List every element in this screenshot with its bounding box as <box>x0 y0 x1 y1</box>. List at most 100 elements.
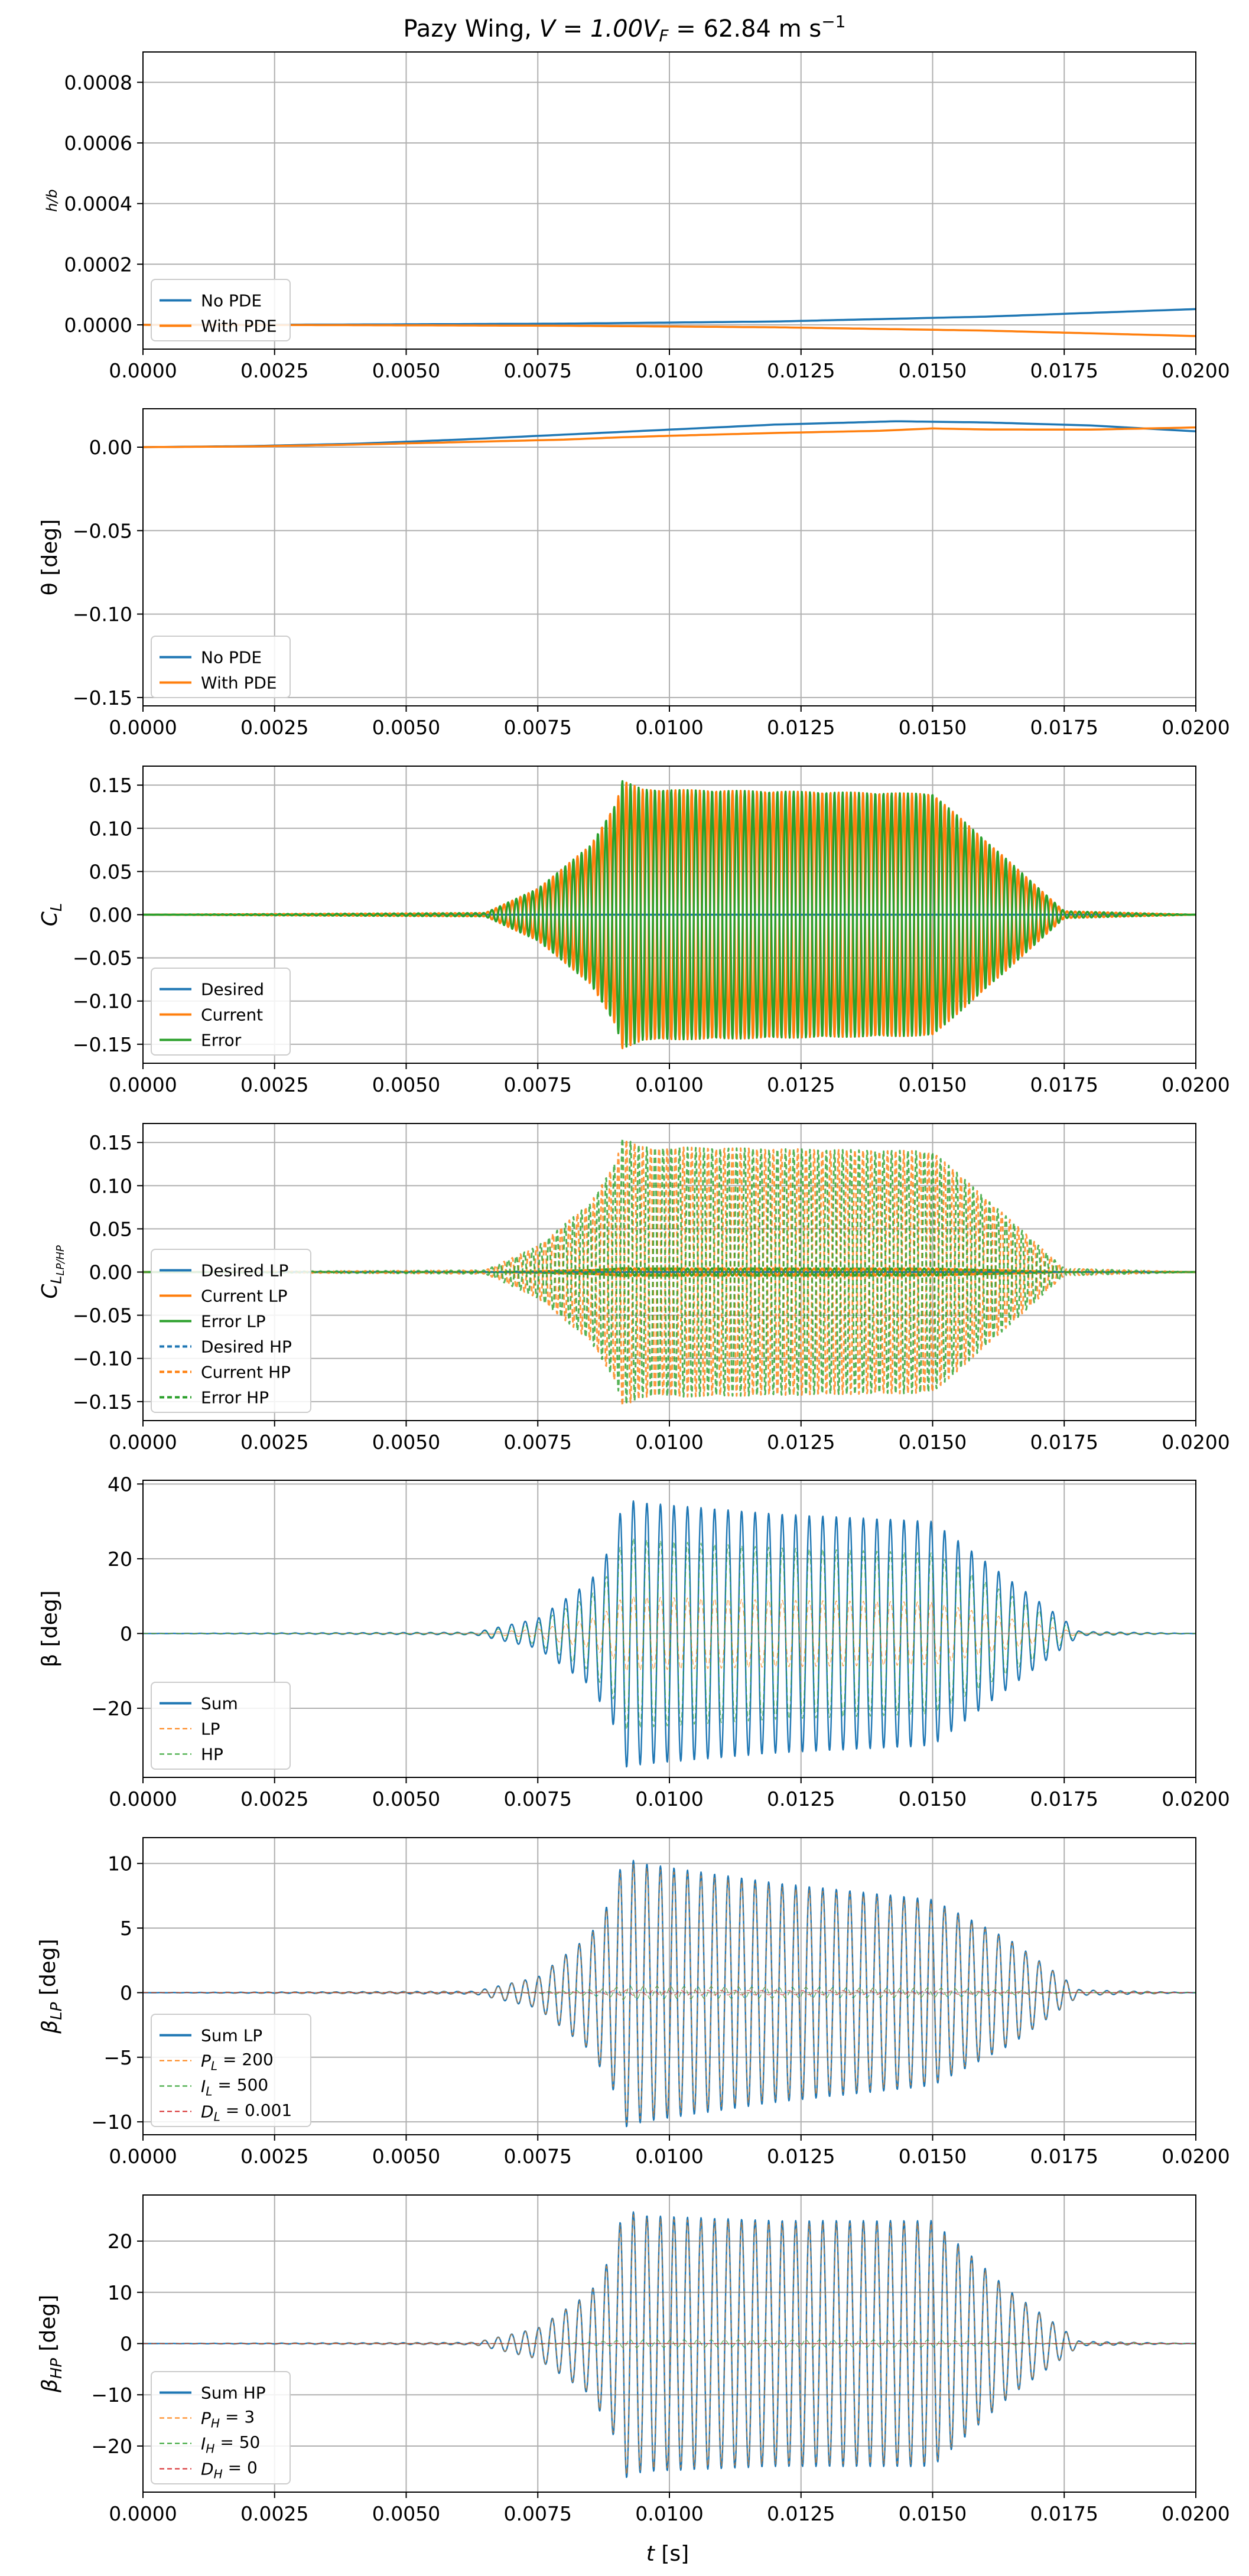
x-tick-label: 0.0100 <box>635 1431 703 1454</box>
legend-label: Error LP <box>201 1312 266 1331</box>
legend-label-sub: H <box>211 2417 220 2431</box>
y-axis-label-group: h/b <box>44 189 60 212</box>
y-tick-label: 0.10 <box>89 817 132 840</box>
x-tick-label: 0.0175 <box>1030 2145 1098 2168</box>
x-tick-label: 0.0175 <box>1030 1431 1098 1454</box>
y-axis-label-group: β [deg] <box>38 1590 62 1667</box>
plot-area <box>143 780 1196 1050</box>
x-tick-label: 0.0125 <box>767 1431 835 1454</box>
subplots: 0.0000 0.0025 0.0050 0.0075 0.0100 0.0125 0.01… <box>36 51 1230 2525</box>
y-axis-label-base: C <box>38 911 62 926</box>
x-tick-label: 0.0175 <box>1030 716 1098 739</box>
y-axis-label-base: β <box>38 2020 62 2034</box>
figure-title-math: V = 1.00V <box>539 15 661 43</box>
legend-label-rest: = 50 <box>214 2432 260 2452</box>
y-tick-label: −20 <box>91 1697 132 1720</box>
legend-label-base: D <box>201 2102 214 2122</box>
x-tick-label: 0.0075 <box>504 1787 572 1810</box>
legend-label: IL = 500 <box>201 2075 268 2098</box>
x-tick-label: 0.0125 <box>767 2145 835 2168</box>
x-tick-label: 0.0125 <box>767 2502 835 2525</box>
series-line-with-pde <box>143 426 1196 448</box>
legend-label: Current LP <box>201 1287 288 1306</box>
x-tick-label: 0.0050 <box>372 1073 440 1096</box>
legend-label: HP <box>201 1745 223 1764</box>
series-line-error <box>143 780 1196 1048</box>
subplot-7: 0.0000 0.0025 0.0050 0.0075 0.0100 0.0125 0.01… <box>36 2194 1230 2525</box>
plot-area <box>143 1138 1196 1406</box>
x-tick-label: 0.0025 <box>240 1787 308 1810</box>
x-tick-label: 0.0200 <box>1162 1073 1230 1096</box>
subplot-3: 0.0000 0.0025 0.0050 0.0075 0.0100 0.0125 0.01… <box>38 766 1230 1096</box>
x-tick-label: 0.0175 <box>1030 1787 1098 1810</box>
y-tick-label: 0 <box>120 1981 132 2004</box>
x-tick-label: 0.0000 <box>109 2502 177 2525</box>
y-tick-label: 0.00 <box>89 904 132 927</box>
legend-label: With PDE <box>201 673 277 693</box>
x-tick-label: 0.0050 <box>372 2145 440 2168</box>
legend-label: With PDE <box>201 317 277 336</box>
legend-label-rest: = 0.001 <box>220 2100 292 2120</box>
x-tick-label: 0.0025 <box>240 359 308 382</box>
y-axis-label: θ [deg] <box>38 519 62 595</box>
y-axis-label-group: CLLP/HP <box>38 1245 67 1299</box>
y-axis-label-group: βLP [deg] <box>36 1939 66 2034</box>
legend-label: Desired <box>201 980 264 999</box>
subplot-2: 0.0000 0.0025 0.0050 0.0075 0.0100 0.0125 0.01… <box>38 408 1230 739</box>
x-tick-label: 0.0025 <box>240 1431 308 1454</box>
legend-label-rest: = 0 <box>223 2458 258 2477</box>
x-tick-label: 0.0050 <box>372 1431 440 1454</box>
x-tick-label: 0.0200 <box>1162 359 1230 382</box>
y-tick-label: −10 <box>91 2111 132 2134</box>
y-axis-label-sub: LP <box>48 2002 66 2020</box>
legend-label: Error <box>201 1031 242 1050</box>
x-tick-label: 0.0200 <box>1162 716 1230 739</box>
y-tick-label: −0.15 <box>73 1033 132 1056</box>
y-axis-label-base: β <box>38 2379 62 2393</box>
y-axis-label: CL <box>38 903 66 927</box>
y-tick-label: 0 <box>120 2333 132 2356</box>
y-tick-label: −0.05 <box>73 519 132 542</box>
legend <box>151 2371 291 2484</box>
plot-area <box>143 1500 1196 1768</box>
subplot-5: 0.0000 0.0025 0.0050 0.0075 0.0100 0.0125 0.01… <box>38 1473 1230 1810</box>
legend-label: Current <box>201 1005 263 1025</box>
legend-label: DL = 0.001 <box>201 2100 292 2124</box>
x-tick-label: 0.0075 <box>504 1431 572 1454</box>
legend-label-base: D <box>201 2460 214 2479</box>
x-tick-label: 0.0125 <box>767 716 835 739</box>
y-tick-label: 10 <box>108 2281 132 2304</box>
y-axis-label-sub: HP <box>48 2358 66 2379</box>
y-tick-label: 40 <box>108 1473 132 1496</box>
legend-label-sub: H <box>206 2442 214 2456</box>
subplot-4: 0.0000 0.0025 0.0050 0.0075 0.0100 0.0125 0.01… <box>38 1123 1230 1454</box>
y-tick-label: 0.0000 <box>64 314 132 337</box>
axes-frame <box>142 51 1196 350</box>
x-tick-label: 0.0025 <box>240 2145 308 2168</box>
x-tick-label: 0.0050 <box>372 1787 440 1810</box>
plot-area <box>143 1859 1196 2128</box>
y-tick-label: 0.00 <box>89 1261 132 1284</box>
x-tick-label: 0.0125 <box>767 1073 835 1096</box>
x-tick-label: 0.0075 <box>504 2502 572 2525</box>
y-tick-label: −0.05 <box>73 947 132 970</box>
legend-label: No PDE <box>201 291 262 311</box>
legend-label-base: P <box>201 2051 211 2071</box>
y-tick-label: 10 <box>108 1852 132 1875</box>
x-tick-label: 0.0075 <box>504 2145 572 2168</box>
y-axis-label-subsub: LP/HP <box>54 1245 67 1275</box>
legend-label: No PDE <box>201 648 262 667</box>
x-tick-label: 0.0000 <box>109 359 177 382</box>
y-tick-label: −10 <box>91 2383 132 2406</box>
y-tick-label: 0 <box>120 1622 132 1645</box>
y-axis-label-rest: [deg] <box>36 2295 60 2358</box>
y-axis-label-base: C <box>38 1284 62 1299</box>
y-axis-label: βLP [deg] <box>36 1939 66 2034</box>
y-axis-label-sub: L <box>48 903 66 911</box>
legend-label-base: I <box>201 2434 206 2454</box>
y-axis-label: β [deg] <box>38 1590 62 1667</box>
x-tick-label: 0.0100 <box>635 2502 703 2525</box>
figure-title-value: = 62.84 m s <box>669 15 822 43</box>
figure-title-prefix: Pazy Wing, <box>403 15 539 43</box>
y-tick-label: 0.0002 <box>64 253 132 276</box>
